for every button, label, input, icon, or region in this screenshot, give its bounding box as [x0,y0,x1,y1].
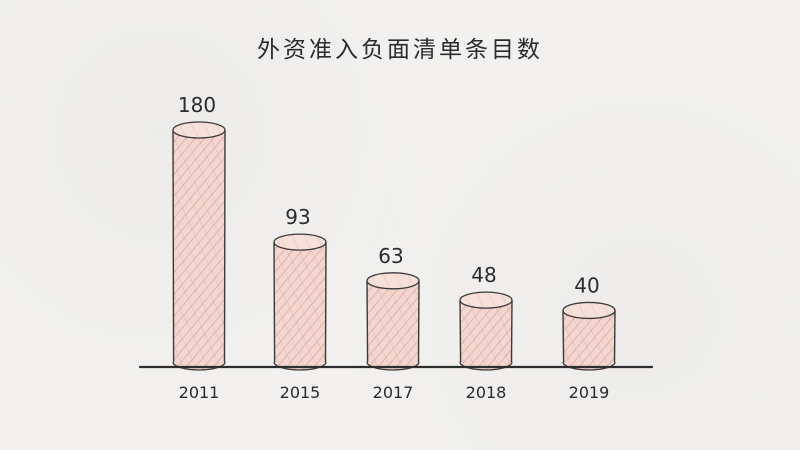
value-label-2019: 40 [574,273,599,297]
bars-layer [172,121,616,371]
bar-2018 [459,291,513,371]
category-label-2017: 2017 [373,383,414,402]
value-label-2018: 48 [471,263,496,287]
value-label-2015: 93 [285,205,310,229]
chart-title: 外资准入负面清单条目数 [257,37,543,63]
bar-2017 [366,272,420,371]
bar-2015 [273,233,327,371]
bar-2019 [562,301,616,371]
bar-2011 [172,121,226,371]
value-label-2017: 63 [378,244,403,268]
category-label-2011: 2011 [179,383,220,402]
category-label-2019: 2019 [569,383,610,402]
labels-layer: 180 2011 93 2015 63 2017 48 2018 40 2019 [178,93,609,402]
category-label-2018: 2018 [466,383,507,402]
value-label-2011: 180 [178,93,216,117]
category-label-2015: 2015 [280,383,321,402]
